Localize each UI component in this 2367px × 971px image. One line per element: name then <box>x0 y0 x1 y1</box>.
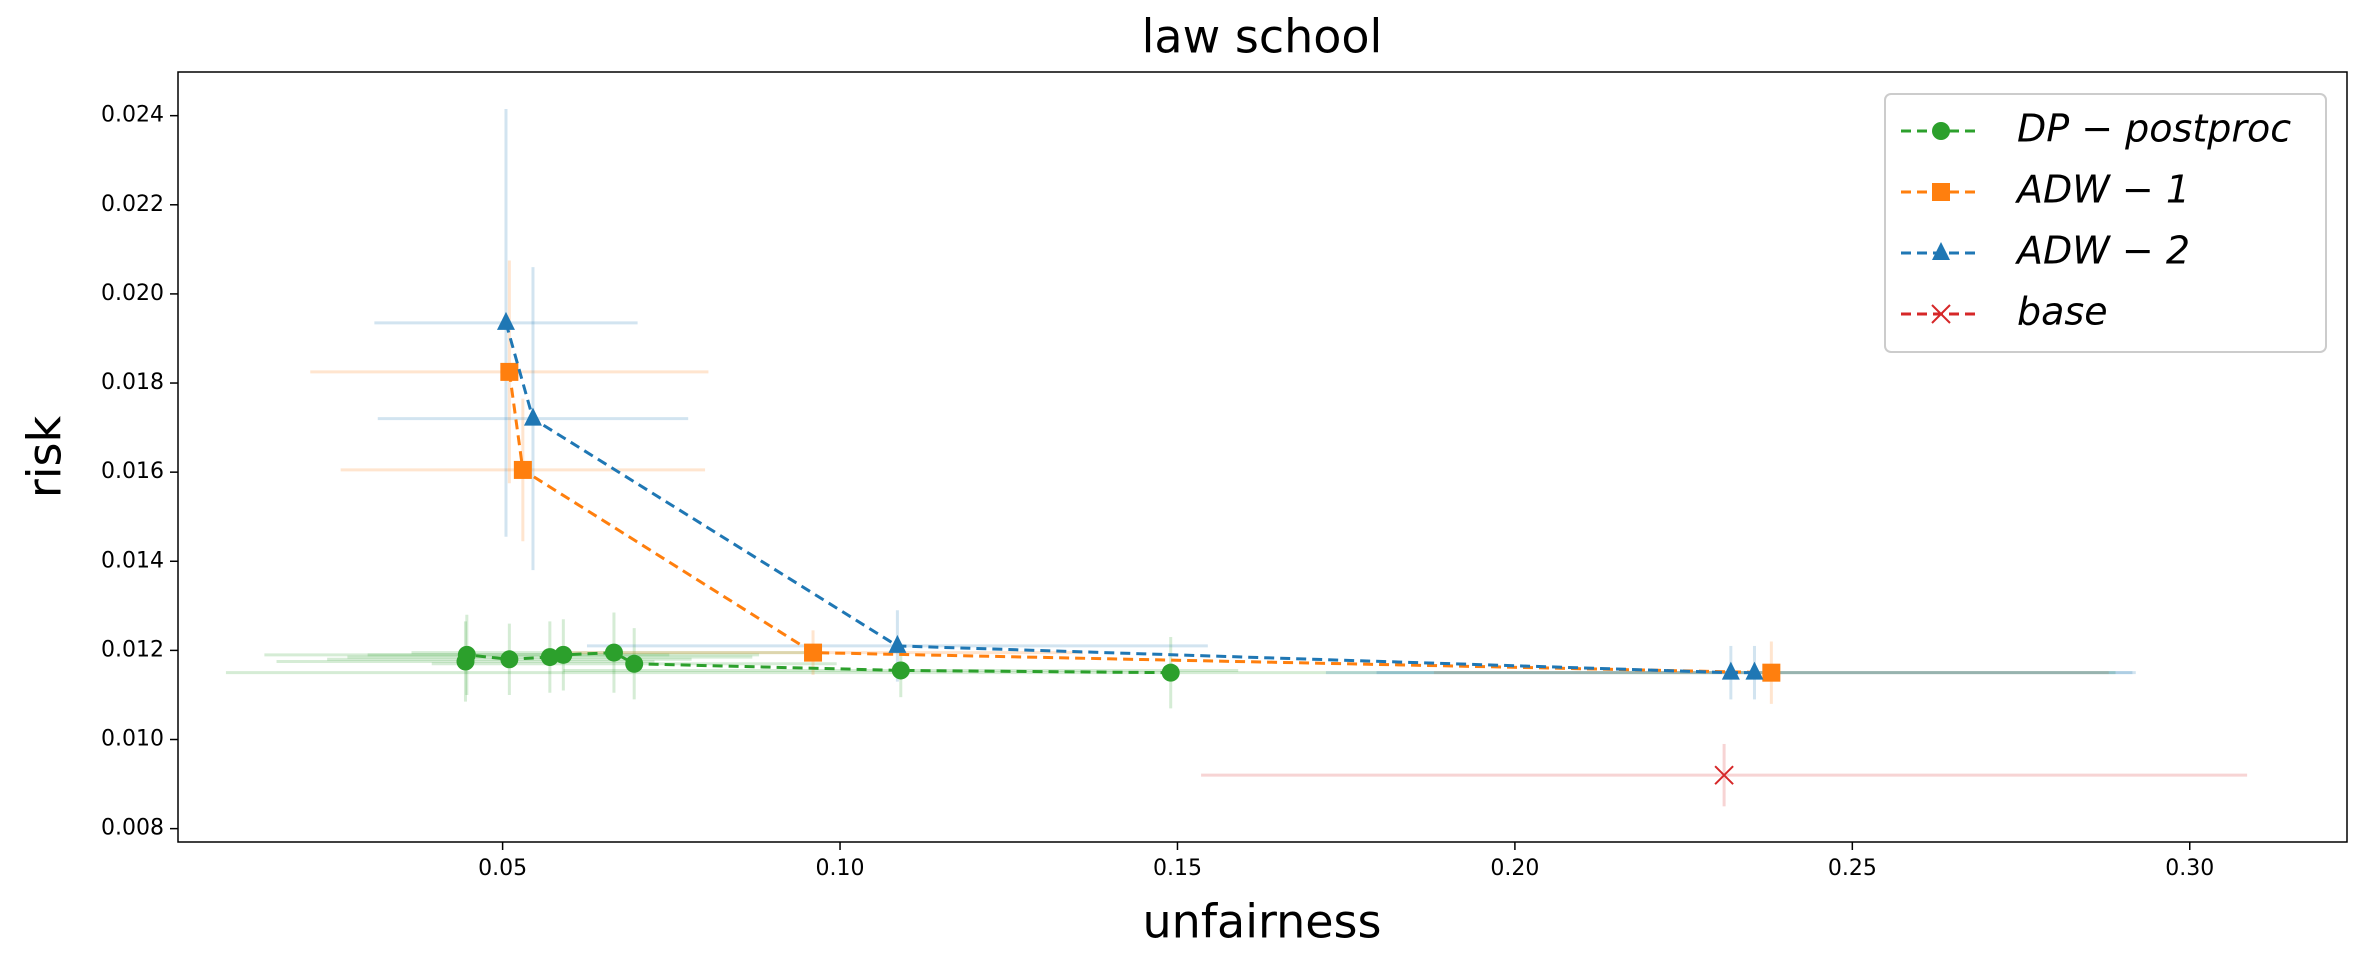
data-point <box>891 661 910 680</box>
data-point <box>540 648 559 667</box>
y-tick-label: 0.018 <box>101 370 164 395</box>
legend-label: DP − postproc <box>2017 107 2291 151</box>
chart-title: law school <box>1142 10 1383 64</box>
x-tick-label: 0.25 <box>1828 856 1877 881</box>
data-point <box>1762 663 1781 682</box>
y-tick-label: 0.012 <box>101 637 164 662</box>
legend: DP − postproc ADW − 1 ADW − 2 base <box>1884 93 2327 353</box>
y-tick-label: 0.020 <box>101 281 164 306</box>
y-tick-label: 0.016 <box>101 459 164 484</box>
y-tick-label: 0.010 <box>101 727 164 752</box>
y-tick-label: 0.022 <box>101 192 164 217</box>
y-tick-label: 0.014 <box>101 548 164 573</box>
legend-label: ADW − 1 <box>2014 168 2190 212</box>
data-point <box>457 645 476 664</box>
x-tick-label: 0.10 <box>816 856 865 881</box>
legend-box <box>1884 93 2327 353</box>
data-point <box>500 362 519 381</box>
plot-frame <box>177 71 2348 843</box>
x-tick-label: 0.30 <box>2165 856 2214 881</box>
data-point <box>500 650 519 669</box>
x-tick-label: 0.05 <box>478 856 527 881</box>
data-point <box>513 460 532 479</box>
legend-marker <box>1932 122 1950 140</box>
data-point <box>1721 661 1740 680</box>
x-tick-label: 0.20 <box>1490 856 1539 881</box>
legend-marker <box>1932 242 1950 260</box>
data-point <box>1161 663 1180 682</box>
series-line <box>507 371 1772 675</box>
series-line <box>504 322 1755 675</box>
data-point <box>1714 765 1734 785</box>
y-tick-label: 0.024 <box>101 103 164 128</box>
data-point <box>625 654 644 673</box>
data-point <box>523 407 542 426</box>
data-point <box>888 634 907 653</box>
legend-marker <box>1931 304 1951 324</box>
legend-label: ADW − 2 <box>2014 229 2190 273</box>
data-point <box>496 311 515 330</box>
data-point <box>804 643 823 662</box>
x-tick-label: 0.15 <box>1153 856 1202 881</box>
data-point <box>604 643 623 662</box>
y-axis-label: risk <box>18 415 72 498</box>
legend-label: base <box>2017 290 2108 334</box>
x-axis-label: unfairness <box>1143 895 1382 949</box>
data-point <box>554 645 573 664</box>
y-tick-label: 0.008 <box>101 816 164 841</box>
data-point <box>1745 661 1764 680</box>
legend-marker <box>1932 183 1950 201</box>
